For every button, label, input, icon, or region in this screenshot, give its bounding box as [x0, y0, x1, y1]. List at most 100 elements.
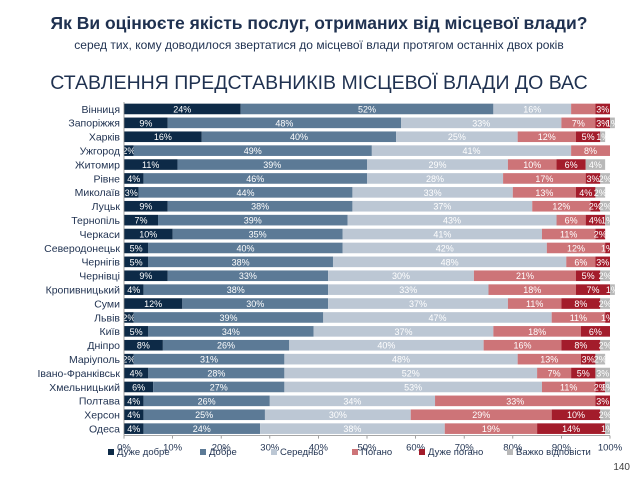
data-label: 40%: [236, 243, 254, 253]
data-label: 18%: [528, 327, 546, 337]
bar-segment: [575, 187, 596, 198]
bar-segment: [493, 326, 581, 337]
data-label: 4%: [127, 424, 140, 434]
x-tick-label: 100%: [598, 443, 623, 454]
bar-segment: [610, 284, 615, 295]
bar-segment: [575, 284, 610, 295]
category-label: Суми: [94, 298, 120, 310]
bar-segment: [512, 187, 576, 198]
data-label: 42%: [436, 243, 454, 253]
bar-segment: [133, 145, 372, 156]
data-label: 38%: [251, 202, 269, 212]
bar-segment: [148, 326, 314, 337]
bar-segment: [585, 159, 606, 170]
bar-segment: [605, 312, 610, 323]
data-label: 16%: [154, 132, 172, 142]
legend-swatch: [507, 449, 513, 455]
bar-segment: [537, 367, 572, 379]
bar-segment: [605, 242, 610, 254]
data-label: 33%: [472, 118, 490, 128]
bar-segment: [488, 284, 576, 295]
category-label: Тернопіль: [71, 215, 120, 227]
data-label: 9%: [139, 271, 152, 281]
data-label: 25%: [195, 410, 213, 420]
category-label: Полтава: [79, 396, 120, 408]
bar-segment: [507, 298, 562, 309]
bar-segment: [585, 214, 606, 226]
legend-swatch: [200, 449, 206, 455]
data-label: 10%: [139, 229, 157, 239]
data-label: 4%: [127, 285, 140, 295]
data-label: 3%: [125, 188, 138, 198]
data-label: 48%: [275, 118, 293, 128]
legend-label: Середньо: [280, 447, 324, 458]
x-tick-label: 80%: [503, 443, 523, 454]
bar-segment: [177, 159, 367, 170]
data-label: 2%: [122, 355, 135, 365]
data-label: 3%: [596, 104, 609, 114]
bar-segment: [444, 423, 538, 434]
data-label: 10%: [567, 410, 585, 420]
bar-segment: [541, 228, 596, 240]
bar-segment: [138, 187, 353, 198]
category-label: Херсон: [84, 410, 120, 422]
bar-segment: [167, 200, 353, 212]
x-tick-label: 0%: [117, 443, 131, 454]
data-label: 4%: [130, 368, 143, 378]
data-label: 30%: [246, 299, 264, 309]
data-label: 6%: [132, 382, 145, 392]
bar-segment: [124, 103, 241, 115]
data-label: 27%: [210, 382, 228, 392]
category-label: Київ: [100, 326, 121, 338]
bar-segment: [566, 256, 596, 268]
data-label: 24%: [193, 424, 211, 434]
bar-segment: [600, 131, 606, 143]
bar-segment: [148, 367, 285, 379]
bar-segment: [473, 270, 576, 282]
bar-segment: [143, 395, 270, 407]
data-label: 11%: [560, 229, 577, 239]
legend-swatch: [108, 449, 114, 455]
category-label: Ужгород: [80, 145, 120, 157]
data-label: 52%: [358, 104, 376, 114]
legend-label: Дуже добре: [117, 447, 170, 458]
category-label: Кропивницький: [46, 284, 121, 296]
data-label: 33%: [424, 188, 442, 198]
data-label: 10%: [523, 160, 541, 170]
bar-segment: [580, 326, 610, 337]
data-label: 38%: [232, 257, 250, 267]
chart-title: СТАВЛЕННЯ ПРЕДСТАВНИКІВ МІСЦЕВОЇ ВЛАДИ Д…: [50, 72, 588, 94]
data-label: 2%: [599, 174, 612, 184]
data-label: 13%: [540, 355, 558, 365]
bar-segment: [575, 270, 601, 282]
data-label: 12%: [538, 132, 556, 142]
bar-segment: [571, 367, 596, 379]
bar-segment: [289, 339, 484, 351]
data-label: 4%: [589, 160, 602, 170]
bar-segment: [172, 228, 343, 240]
bar-segment: [124, 131, 202, 143]
bar-segment: [124, 242, 149, 254]
data-label: 34%: [343, 396, 361, 406]
bar-segment: [401, 117, 562, 129]
data-label: 3%: [596, 396, 609, 406]
data-label: 16%: [514, 341, 532, 351]
data-label: 25%: [448, 132, 466, 142]
bar-segment: [595, 187, 606, 198]
data-label: 4%: [589, 216, 602, 226]
category-label: Чернівці: [79, 271, 120, 283]
bar-segment: [124, 214, 159, 226]
bar-segment: [396, 131, 518, 143]
data-label: 6%: [565, 216, 578, 226]
bar-segment: [124, 159, 178, 170]
data-label: 16%: [523, 104, 541, 114]
data-label: 1%: [601, 243, 614, 253]
legend-label: Погано: [361, 447, 392, 458]
data-label: 13%: [535, 188, 553, 198]
bar-segment: [313, 326, 494, 337]
bar-segment: [580, 353, 596, 365]
bar-segment: [595, 228, 606, 240]
bar-segment: [546, 242, 606, 254]
bar-segment: [595, 395, 610, 407]
x-tick-label: 50%: [357, 443, 377, 454]
